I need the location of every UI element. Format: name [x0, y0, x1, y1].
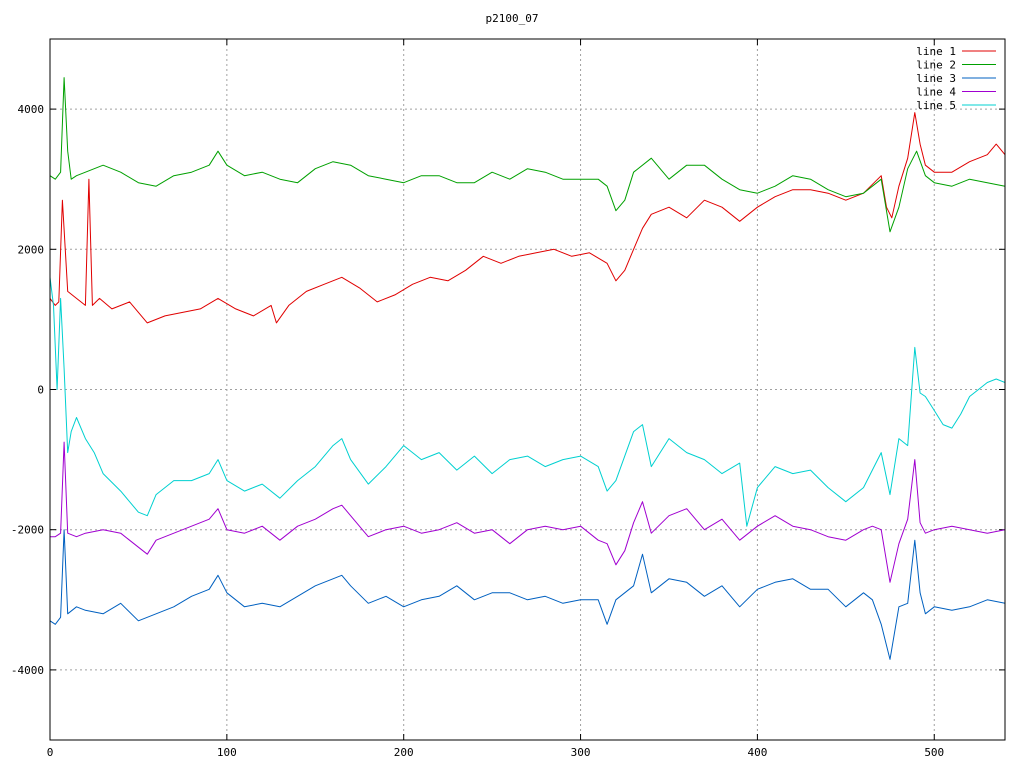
- x-tick-label: 300: [571, 746, 591, 759]
- chart-title: p2100_07: [486, 12, 539, 25]
- x-tick-label: 200: [394, 746, 414, 759]
- legend-label: line 4: [916, 86, 956, 99]
- plot-frame: [49, 38, 1006, 741]
- x-tick-label: 400: [747, 746, 767, 759]
- legend-label: line 3: [916, 72, 956, 85]
- axis-ticks: 0 100 200 300 400 500 -4000 -2000 0 2000 4000: [11, 39, 1005, 759]
- legend-label: line 1: [916, 45, 956, 58]
- legend-label: line 5: [916, 99, 956, 112]
- series-line-1: [49, 112, 1006, 324]
- y-tick-label: 4000: [18, 103, 45, 116]
- y-tick-label: 2000: [18, 243, 45, 256]
- legend-label: line 2: [916, 59, 956, 72]
- x-tick-label: 0: [47, 746, 54, 759]
- y-tick-label: 0: [37, 384, 44, 397]
- x-tick-label: 500: [924, 746, 944, 759]
- series-line-3: [49, 529, 1006, 660]
- series-line-4: [50, 441, 1006, 583]
- grid-lines: [50, 39, 1005, 740]
- series-lines: [49, 77, 1006, 660]
- y-tick-label: -4000: [11, 664, 44, 677]
- series-line-5: [49, 277, 1006, 527]
- series-line-2: [49, 77, 1006, 233]
- y-tick-label: -2000: [11, 524, 44, 537]
- x-tick-label: 100: [217, 746, 237, 759]
